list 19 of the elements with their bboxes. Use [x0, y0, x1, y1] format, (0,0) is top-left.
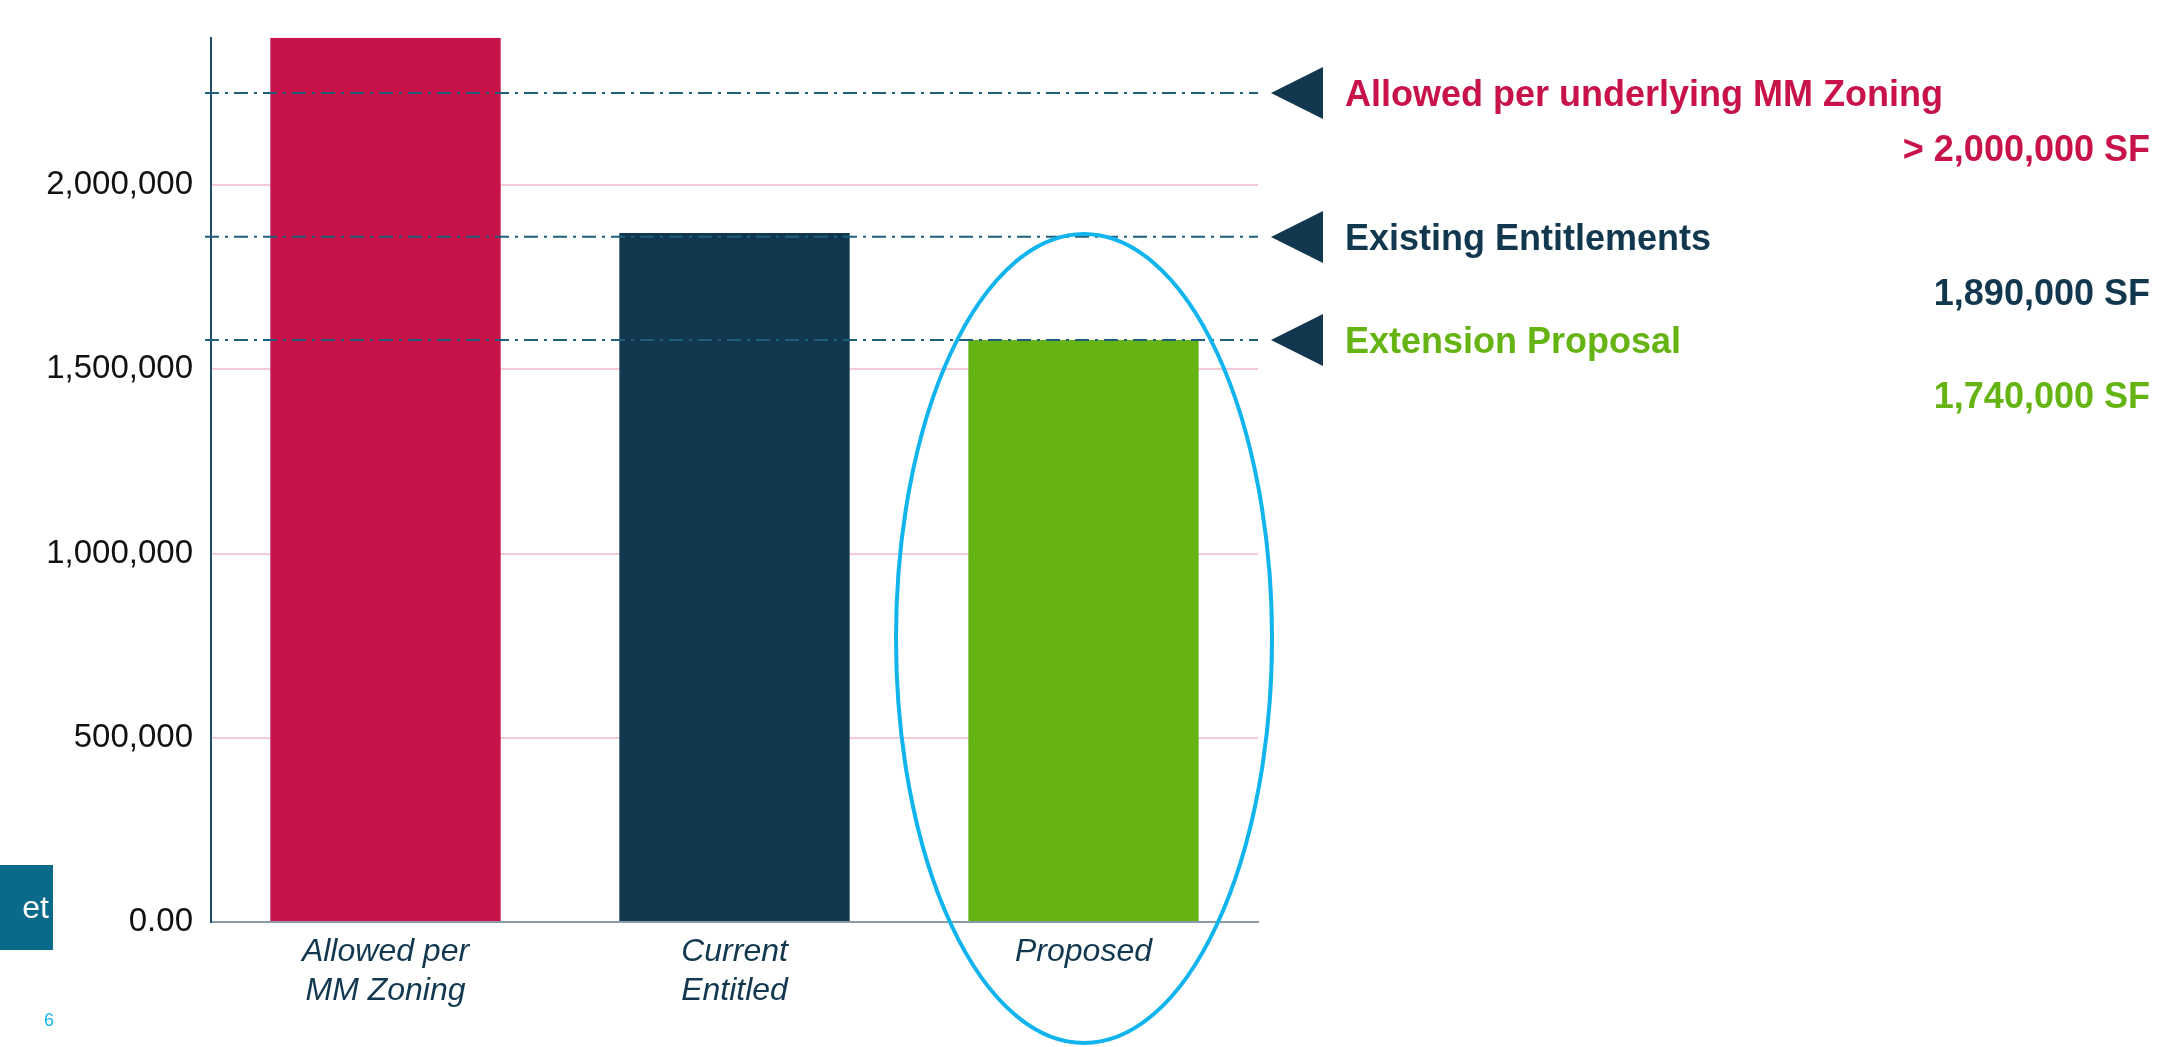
ref-line-label: Allowed per underlying MM Zoning [1345, 73, 1943, 116]
y-tick-label: 500,000 [73, 716, 193, 754]
text: > 2,000,000 SF [1902, 128, 2150, 171]
x-tick-label: Allowed per MM Zoning [299, 932, 471, 1007]
bar [270, 37, 501, 921]
x-tick-label: Current Entitled [681, 932, 790, 1007]
ref-line-label: Extension Proposal [1345, 319, 1682, 362]
y-tick-label: 1,500,000 [46, 348, 193, 386]
y-tick-label: 0.00 [128, 901, 193, 939]
text: et [0, 865, 53, 950]
text: 1,740,000 SF [1933, 374, 2150, 417]
bar [619, 233, 850, 921]
y-tick-label: 1,000,000 [46, 532, 193, 570]
text: 1,890,000 SF [1933, 271, 2150, 314]
text: 6 [44, 1010, 55, 1031]
ref-line-label: Existing Entitlements [1345, 216, 1712, 259]
x-tick-label: Proposed [1015, 932, 1154, 969]
y-tick-label: 2,000,000 [46, 164, 193, 202]
bar [968, 339, 1199, 921]
